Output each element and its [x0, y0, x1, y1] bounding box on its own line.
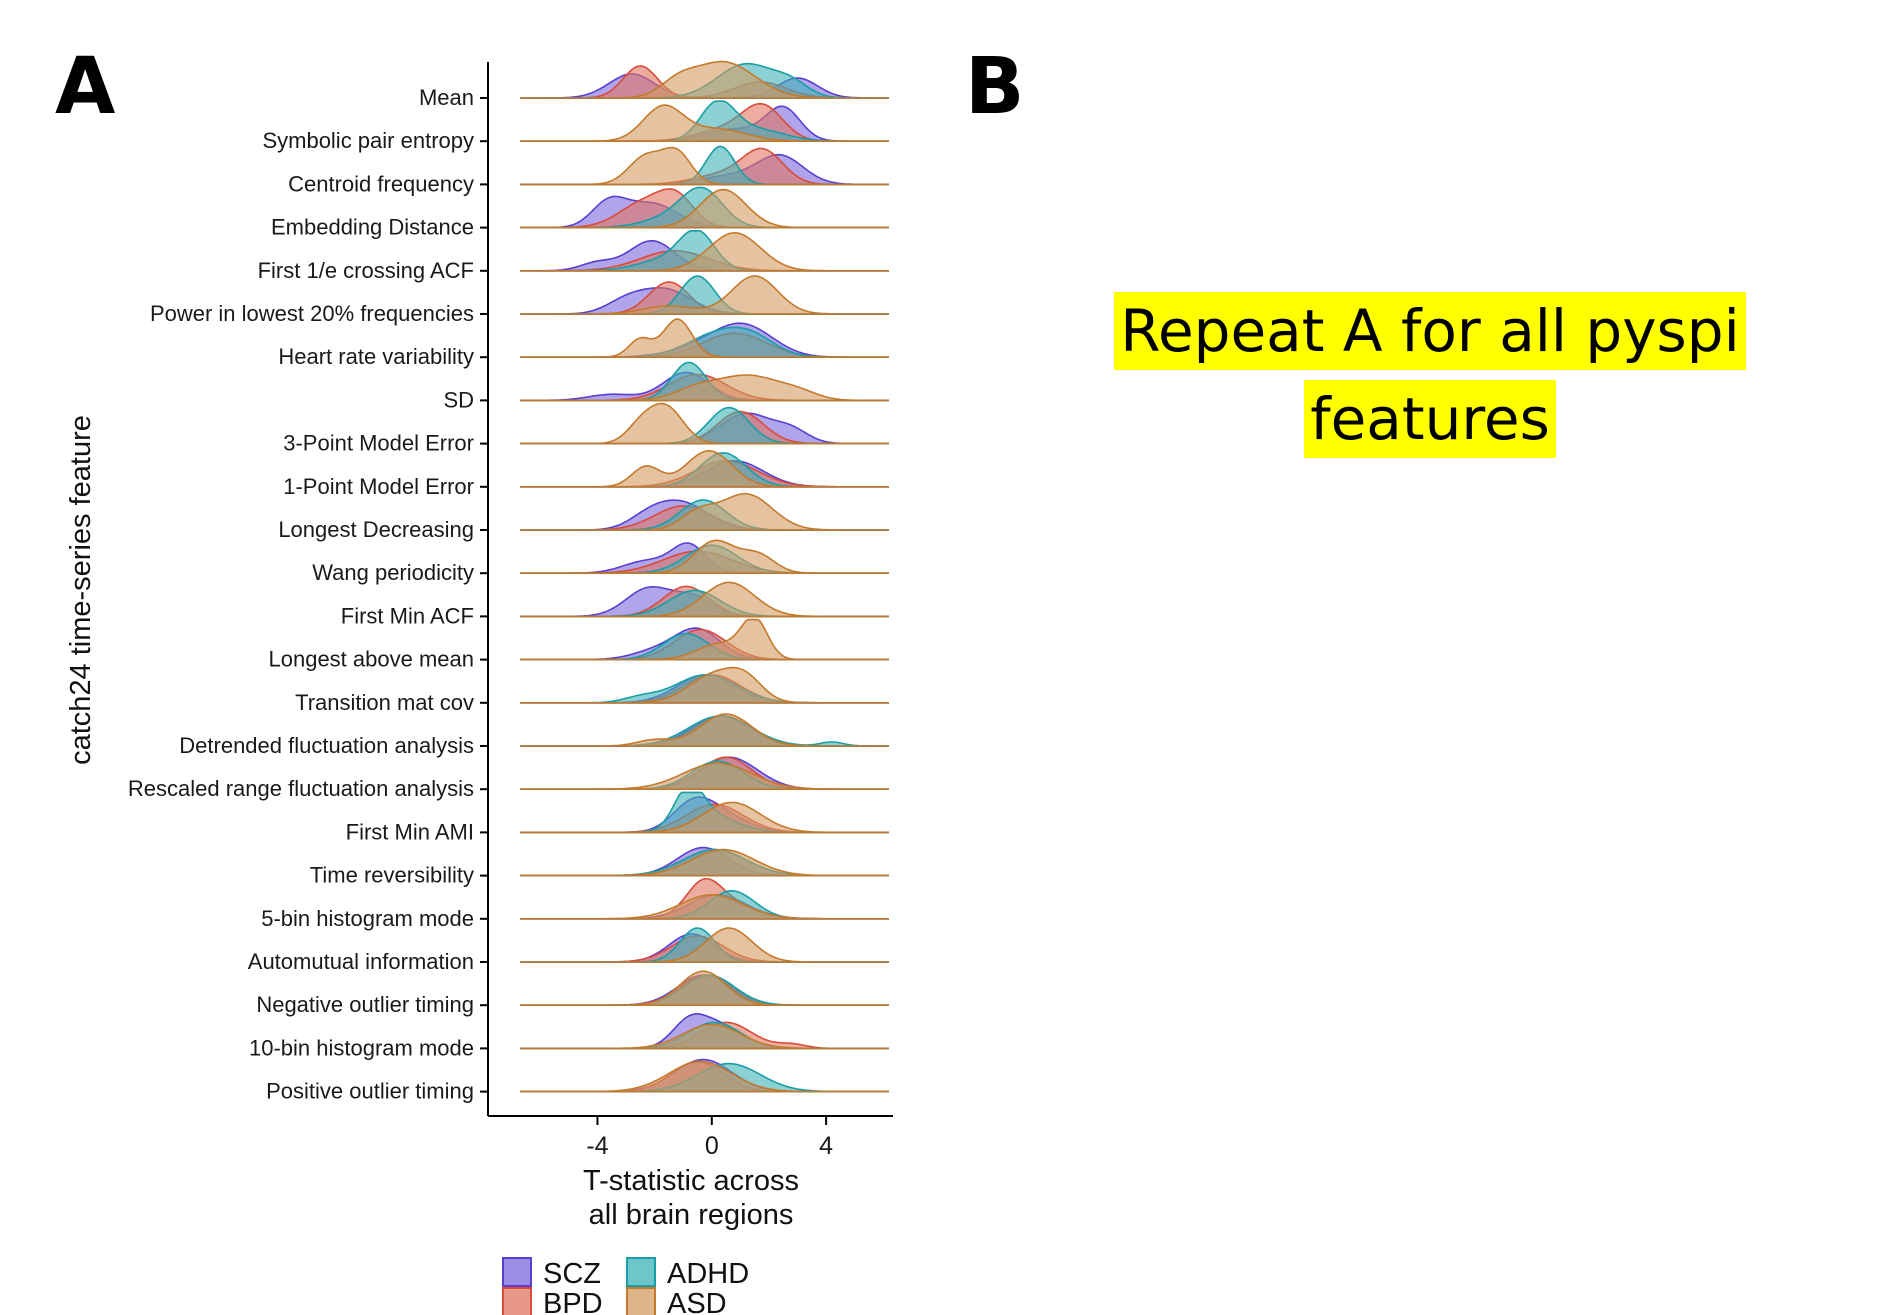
ridge-asd-5	[520, 231, 889, 272]
y-tick-label: Wang periodicity	[312, 560, 474, 585]
ridge-asd-1	[520, 60, 889, 99]
y-tick-label: Power in lowest 20% frequencies	[150, 301, 474, 326]
note-line-2: features	[1304, 380, 1556, 458]
legend-label-asd: ASD	[667, 1288, 727, 1315]
ridge-asd-6	[520, 275, 889, 315]
ridge-adhd-9	[520, 406, 889, 445]
legend: SCZ ADHD BPD ASD	[502, 1257, 749, 1315]
y-tick-label: Negative outlier timing	[256, 992, 474, 1017]
legend-swatch-scz	[502, 1257, 532, 1287]
legend-swatch-asd	[626, 1287, 656, 1315]
ridge-asd-13	[520, 581, 889, 618]
y-tick-label: Rescaled range fluctuation analysis	[128, 776, 474, 801]
ridge-asd-10	[520, 449, 889, 488]
y-tick-label: Symbolic pair entropy	[262, 128, 474, 153]
ridge-asd-4	[520, 188, 889, 229]
y-tick-label: Mean	[419, 85, 474, 110]
y-tick-label: Time reversibility	[310, 863, 474, 888]
ridges-group	[520, 60, 889, 1093]
y-tick-label: Longest above mean	[269, 647, 475, 672]
y-tick-label: Embedding Distance	[271, 215, 474, 240]
ridge-asd-17	[520, 762, 889, 790]
y-tick-label: 1-Point Model Error	[283, 474, 474, 499]
y-tick-label: 10-bin histogram mode	[249, 1035, 474, 1060]
ridgeline-chart: Mean Symbolic pair entropy Centroid freque…	[65, 60, 893, 1315]
y-tick-label: First 1/e crossing ACF	[258, 258, 474, 283]
panel-b-label: B	[965, 42, 1025, 132]
legend-swatch-bpd	[502, 1287, 532, 1315]
y-tick-label: Automutual information	[248, 949, 474, 974]
ridge-asd-18	[520, 801, 889, 834]
y-tick-label: Positive outlier timing	[266, 1079, 474, 1104]
legend-label-scz: SCZ	[543, 1258, 601, 1290]
ridge-asd-21	[520, 927, 889, 963]
ridge-asd-20	[520, 893, 889, 920]
legend-label-bpd: BPD	[543, 1288, 603, 1315]
pyspi-note: Repeat A for all pyspi features	[1080, 292, 1780, 468]
ridge-asd-2	[520, 104, 889, 142]
y-tick-label: First Min AMI	[346, 819, 474, 844]
ridge-asd-14	[520, 618, 889, 661]
ridge-asd-22	[520, 970, 889, 1006]
y-tick-label: Transition mat cov	[295, 690, 474, 715]
y-tick-label: Longest Decreasing	[278, 517, 474, 542]
x-tick-label: 0	[705, 1132, 719, 1160]
ridge-asd-15	[520, 666, 889, 704]
ridge-asd-19	[520, 848, 889, 877]
x-axis-title-line-1: T-statistic across	[583, 1165, 799, 1197]
ridge-asd-8	[520, 374, 889, 402]
ridge-asd-24	[520, 1060, 889, 1093]
y-axis-title: catch24 time-series feature	[65, 415, 97, 765]
x-axis-title-line-2: all brain regions	[589, 1199, 794, 1231]
ridge-asd-23	[520, 1023, 889, 1050]
x-tick-label: 4	[819, 1132, 833, 1160]
ridge-asd-9	[520, 402, 889, 445]
y-tick-label: 5-bin histogram mode	[261, 906, 474, 931]
y-tick-labels: Mean Symbolic pair entropy Centroid freque…	[128, 85, 488, 1104]
ridge-asd-3	[520, 146, 889, 186]
legend-label-adhd: ADHD	[667, 1258, 749, 1290]
y-tick-label: Detrended fluctuation analysis	[179, 733, 474, 758]
y-tick-label: SD	[443, 387, 474, 412]
note-line-1: Repeat A for all pyspi	[1114, 292, 1746, 370]
legend-swatch-adhd	[626, 1257, 656, 1287]
y-tick-label: Heart rate variability	[278, 344, 474, 369]
y-tick-label: 3-Point Model Error	[283, 431, 474, 456]
ridge-asd-16	[520, 713, 889, 747]
y-tick-label: First Min ACF	[341, 603, 474, 628]
y-tick-label: Centroid frequency	[288, 171, 474, 196]
ridge-asd-11	[520, 492, 889, 531]
x-tick-labels: -4 0 4	[586, 1116, 833, 1160]
ridge-asd-7	[520, 318, 889, 358]
x-tick-label: -4	[586, 1132, 608, 1160]
panel-a-label: A	[55, 42, 116, 132]
ridge-asd-12	[520, 539, 889, 574]
